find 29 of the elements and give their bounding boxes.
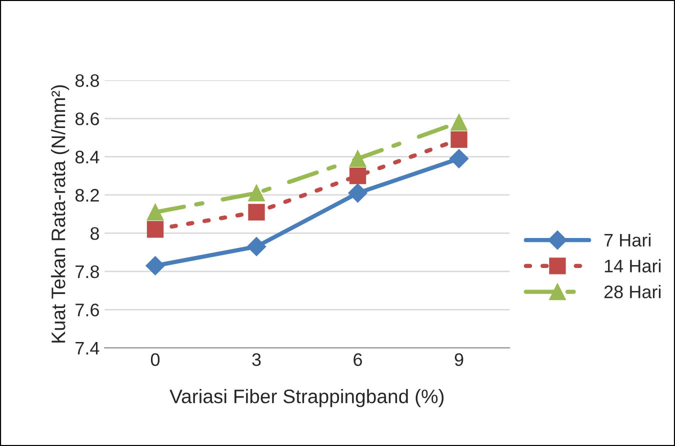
y-tick-label: 8.6 [75,112,99,126]
x-axis-title: Variasi Fiber Strappingband (%) [170,389,444,408]
x-tick-label: 3 [252,353,261,366]
point [146,204,164,220]
point [246,237,266,256]
point [348,184,368,203]
point [248,184,265,202]
y-tick-label: 7.8 [76,265,99,278]
point [146,221,164,238]
y-tick-label: 8.2 [75,188,99,202]
point [450,131,468,148]
point [248,204,265,220]
point [146,256,165,276]
y-axis-title: Kuat Tekan Rata-rata (N/mm²) [50,85,70,343]
y-tick-label: 8.4 [75,150,100,164]
point [349,168,366,184]
legend-label: 7 Hari [604,233,650,247]
y-tick-label: 7.6 [76,304,99,316]
point [450,114,468,131]
x-tick-label: 0 [150,353,160,366]
x-tick-label: 9 [454,353,464,366]
x-tick-label: 6 [354,353,362,366]
y-tick-label: 7.4 [76,342,100,354]
legend-label: 14 Hari [604,259,661,272]
point [449,149,469,168]
point [349,150,366,167]
y-tick-label: 8 [90,227,99,240]
y-tick-label: 8.8 [75,74,99,87]
legend-label: 28 Hari [604,285,661,298]
